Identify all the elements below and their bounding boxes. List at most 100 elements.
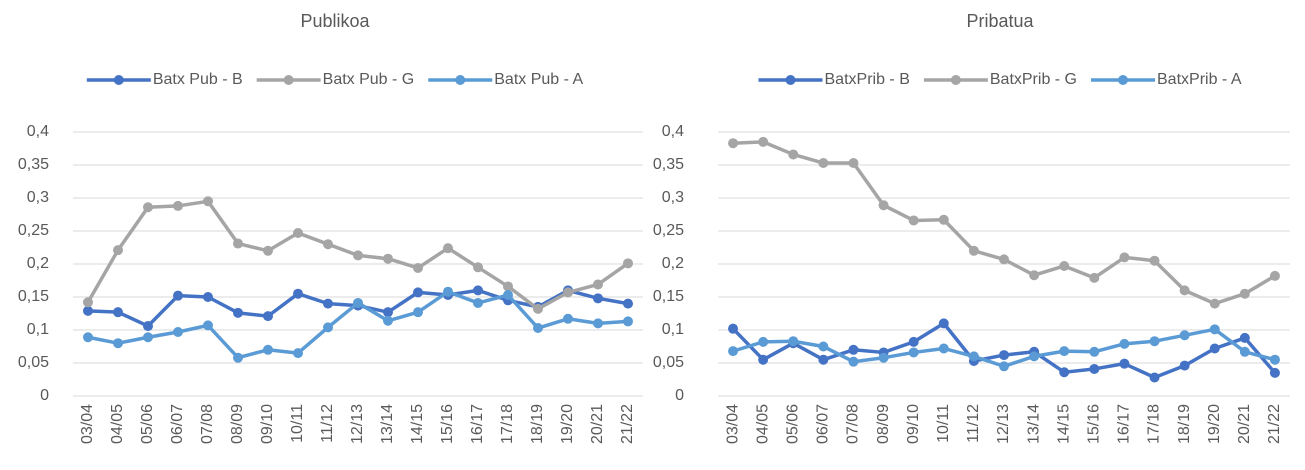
data-point xyxy=(878,200,889,211)
data-point xyxy=(1239,346,1250,357)
x-tick-label: 20/21 xyxy=(1236,404,1253,444)
data-point xyxy=(413,262,423,273)
x-tick-label: 14/15 xyxy=(1055,404,1072,444)
x-tick-label: 13/14 xyxy=(379,404,396,444)
data-point xyxy=(203,320,213,331)
data-point xyxy=(503,290,513,301)
data-point xyxy=(968,351,979,362)
y-tick-label: 0,35 xyxy=(18,156,49,173)
data-point xyxy=(728,323,739,334)
data-point xyxy=(728,346,739,357)
data-point xyxy=(323,239,333,250)
data-point xyxy=(353,250,363,261)
legend: Batx Pub - B Batx Pub - G Batx Pub - A xyxy=(86,71,584,88)
x-tick-label: 03/04 xyxy=(79,404,96,444)
data-point xyxy=(1269,367,1280,378)
data-point xyxy=(383,315,393,326)
data-point xyxy=(293,348,303,359)
data-point xyxy=(623,316,633,327)
data-point xyxy=(1059,346,1070,357)
data-point xyxy=(233,352,243,363)
data-point xyxy=(83,332,93,343)
x-tick-label: 13/14 xyxy=(1025,404,1042,444)
data-point xyxy=(263,311,273,322)
data-point xyxy=(758,354,769,365)
data-point xyxy=(143,321,153,332)
data-point xyxy=(1059,367,1070,378)
x-tick-label: 11/12 xyxy=(965,404,982,443)
legend-marker xyxy=(950,75,961,85)
x-tick-label: 14/15 xyxy=(409,404,426,444)
data-point xyxy=(113,245,123,256)
x-tick-label: 09/10 xyxy=(905,404,922,444)
data-point xyxy=(83,297,93,308)
data-point xyxy=(908,347,919,358)
data-point xyxy=(143,332,153,343)
data-point xyxy=(623,258,633,269)
data-point xyxy=(848,356,859,367)
x-tick-label: 20/21 xyxy=(589,404,606,444)
legend-label: BatxPrib - G xyxy=(990,71,1077,88)
legend-marker xyxy=(785,75,796,85)
data-point xyxy=(758,136,769,147)
data-point xyxy=(1239,288,1250,299)
data-point xyxy=(818,158,829,169)
data-point xyxy=(443,286,453,297)
data-point xyxy=(908,215,919,226)
y-tick-label: 0 xyxy=(675,387,684,404)
legend-label: Batx Pub - B xyxy=(153,71,243,88)
data-point xyxy=(878,352,889,363)
legend-label: BatxPrib - A xyxy=(1157,71,1242,88)
x-tick-label: 12/13 xyxy=(995,404,1012,444)
y-tick-label: 0,25 xyxy=(653,222,684,239)
data-point xyxy=(233,307,243,318)
x-tick-label: 09/10 xyxy=(259,404,276,444)
y-tick-label: 0,1 xyxy=(662,321,684,338)
x-tick-label: 18/19 xyxy=(529,404,546,444)
data-point xyxy=(938,318,949,329)
data-point xyxy=(1119,252,1130,263)
x-tick-label: 11/12 xyxy=(319,404,336,443)
x-tick-label: 05/06 xyxy=(139,404,156,444)
data-point xyxy=(999,361,1009,372)
x-tick-label: 17/18 xyxy=(1146,404,1163,444)
y-tick-label: 0,35 xyxy=(653,156,684,173)
data-point xyxy=(593,279,603,290)
x-tick-label: 06/07 xyxy=(169,404,186,444)
x-tick-label: 19/20 xyxy=(1206,404,1223,444)
legend-marker xyxy=(283,75,294,85)
data-point xyxy=(1149,336,1160,347)
data-point xyxy=(413,307,423,318)
data-point xyxy=(1089,272,1100,283)
data-point xyxy=(818,341,829,352)
y-tick-label: 0,4 xyxy=(27,123,49,140)
legend-marker xyxy=(113,75,124,85)
x-tick-label: 17/18 xyxy=(499,404,516,444)
data-point xyxy=(383,253,393,264)
data-point xyxy=(173,290,183,301)
data-point xyxy=(173,326,183,337)
data-point xyxy=(473,262,483,273)
data-point xyxy=(1209,324,1220,335)
y-tick-label: 0,3 xyxy=(27,189,49,206)
y-tick-label: 0,05 xyxy=(653,354,684,371)
data-point xyxy=(908,336,919,347)
data-point xyxy=(233,238,243,249)
x-tick-label: 15/16 xyxy=(1086,404,1103,444)
data-point xyxy=(1059,260,1070,271)
data-point xyxy=(323,322,333,333)
data-point xyxy=(263,344,273,355)
x-tick-label: 07/08 xyxy=(845,404,862,444)
data-point xyxy=(473,297,483,308)
data-point xyxy=(1179,285,1190,296)
data-point xyxy=(533,303,543,314)
x-tick-label: 19/20 xyxy=(559,404,576,444)
data-point xyxy=(788,336,799,347)
data-point xyxy=(113,338,123,349)
data-point xyxy=(999,254,1009,265)
data-point xyxy=(593,293,603,304)
y-tick-label: 0,15 xyxy=(653,288,684,305)
legend: BatxPrib - B BatxPrib - G BatxPrib - A xyxy=(758,71,1242,88)
series-line xyxy=(732,140,1276,306)
data-point xyxy=(293,227,303,238)
